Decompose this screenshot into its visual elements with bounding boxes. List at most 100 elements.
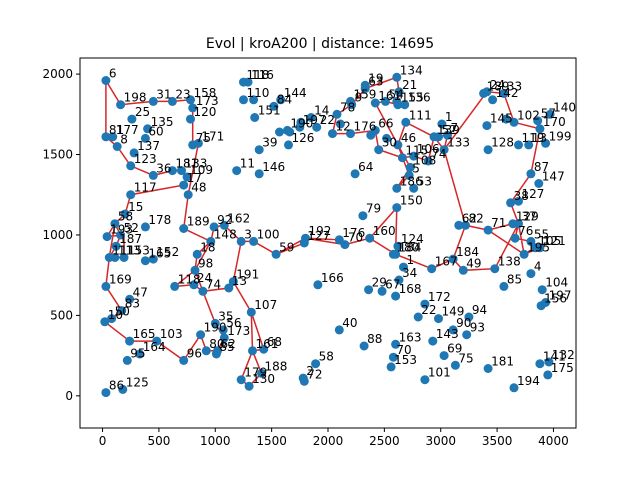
city-point	[218, 325, 228, 335]
city-point	[299, 238, 309, 248]
city-point-label: 194	[517, 374, 540, 388]
city-point-label: 171	[201, 129, 224, 143]
city-point-label: 128	[491, 136, 514, 150]
city-point-label: 190	[290, 116, 313, 130]
city-point	[409, 183, 419, 193]
city-point-label: 8	[120, 133, 128, 147]
city-point	[393, 140, 403, 150]
city-point	[239, 95, 248, 105]
city-point-label: 165	[133, 327, 156, 341]
city-point-label: 69	[447, 342, 462, 356]
city-point	[101, 132, 111, 142]
city-point-label: 59	[279, 240, 294, 254]
city-point	[514, 219, 523, 229]
city-point-label: 124	[401, 232, 424, 246]
x-tick-label: 2500	[369, 434, 400, 448]
city-point	[405, 162, 415, 172]
city-point-label: 92	[217, 213, 232, 227]
city-point	[461, 220, 470, 230]
city-point	[275, 127, 284, 137]
city-point	[140, 222, 150, 232]
city-point	[501, 114, 511, 124]
city-point-label: 13	[232, 274, 247, 288]
city-point	[483, 145, 493, 155]
city-point	[334, 325, 344, 335]
city-point-label: 21	[402, 78, 417, 92]
city-point	[219, 333, 229, 343]
city-point	[249, 236, 259, 246]
city-point-label: 141	[543, 350, 566, 364]
city-point-label: 68	[267, 335, 282, 349]
city-point-label: 85	[507, 272, 522, 286]
city-point	[148, 170, 158, 180]
city-point	[250, 113, 260, 122]
city-point-label: 87	[534, 160, 549, 174]
city-point-label: 145	[490, 112, 513, 126]
city-point	[170, 281, 180, 291]
city-point-label: 102	[517, 108, 540, 122]
city-point-label: 86	[109, 379, 124, 393]
city-point-label: 67	[385, 277, 400, 291]
city-point-label: 10	[108, 308, 123, 322]
city-point	[483, 364, 493, 373]
city-point-label: 100	[257, 227, 280, 241]
city-point-label: 146	[262, 160, 285, 174]
city-point	[434, 314, 443, 324]
city-point-label: 95	[130, 346, 145, 360]
city-point-label: 93	[470, 321, 485, 335]
city-point	[167, 96, 177, 106]
city-point-label: 188	[265, 359, 288, 373]
city-point-label: 138	[498, 255, 521, 269]
city-point	[399, 262, 408, 272]
city-point	[462, 330, 472, 340]
city-point-label: 70	[396, 343, 411, 357]
city-point	[254, 145, 264, 155]
city-point	[535, 243, 545, 253]
city-point	[381, 96, 390, 106]
city-point-label: 25	[135, 105, 150, 119]
city-point	[188, 103, 198, 113]
city-point-label: 58	[319, 350, 334, 364]
city-point	[120, 209, 130, 219]
city-point	[148, 254, 158, 264]
city-point	[377, 286, 387, 296]
city-point	[366, 130, 376, 140]
city-point-label: 115	[405, 144, 428, 158]
city-point-label: 109	[190, 163, 213, 177]
city-point	[454, 220, 464, 230]
city-point-label: 12	[336, 120, 351, 134]
x-tick-label: 1000	[200, 434, 231, 448]
city-point	[392, 96, 402, 106]
city-point-label: 118	[178, 272, 201, 286]
city-point	[437, 119, 447, 129]
city-point	[423, 156, 433, 166]
city-point	[209, 222, 219, 232]
city-point-label: 53	[417, 174, 432, 188]
city-point-label: 186	[400, 174, 423, 188]
city-point-label: 155	[401, 91, 424, 105]
city-point	[102, 232, 112, 242]
city-point-label: 52	[124, 221, 139, 235]
city-point	[434, 132, 443, 142]
city-point-label: 39	[262, 136, 277, 150]
city-point-label: 52	[442, 123, 457, 137]
city-point-label: 161	[378, 89, 401, 103]
city-point	[116, 230, 126, 240]
city-point-label: 189	[487, 79, 510, 93]
city-point-label: 96	[187, 346, 202, 360]
city-point	[198, 286, 208, 296]
city-point	[359, 341, 369, 351]
city-point-label: 142	[496, 86, 519, 100]
city-point	[506, 198, 516, 208]
city-point-label: 5	[412, 161, 420, 175]
city-point	[192, 249, 202, 259]
city-point-label: 79	[366, 202, 381, 216]
city-point	[510, 233, 520, 243]
city-point-label: 118	[247, 68, 270, 82]
city-point	[101, 76, 111, 85]
city-point-label: 184	[399, 240, 422, 254]
y-axis: 0 500 1000 1500 2000	[42, 67, 80, 403]
city-point	[111, 241, 121, 251]
city-point-label: 127	[307, 229, 330, 243]
city-point	[482, 121, 492, 131]
